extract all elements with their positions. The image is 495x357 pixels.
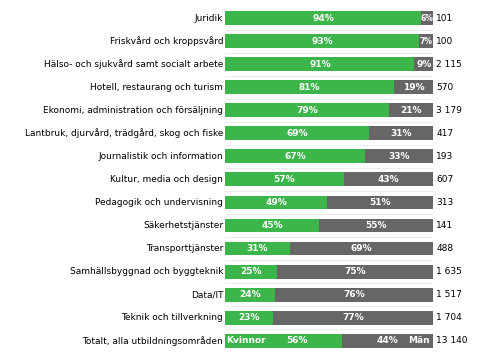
Text: 607: 607	[436, 175, 453, 184]
Text: 1 635: 1 635	[436, 267, 462, 276]
Text: 313: 313	[436, 198, 453, 207]
Text: Ekonomi, administration och försäljning: Ekonomi, administration och försäljning	[43, 106, 223, 115]
Text: Hotell, restaurang och turism: Hotell, restaurang och turism	[90, 83, 223, 92]
Bar	[225, 265, 277, 278]
Bar	[225, 288, 275, 302]
Text: Kultur, media och design: Kultur, media och design	[110, 175, 223, 184]
Text: 69%: 69%	[286, 129, 308, 138]
Text: 45%: 45%	[261, 221, 283, 230]
Text: Lantbruk, djurvård, trädgård, skog och fiske: Lantbruk, djurvård, trädgård, skog och f…	[25, 129, 223, 138]
Text: 67%: 67%	[284, 152, 306, 161]
Text: 193: 193	[436, 152, 453, 161]
Bar	[225, 150, 364, 163]
Bar	[342, 334, 433, 348]
Text: 49%: 49%	[265, 198, 287, 207]
Text: 56%: 56%	[287, 336, 308, 345]
Bar	[273, 311, 433, 325]
Text: Kvinnor: Kvinnor	[226, 336, 266, 345]
Text: 94%: 94%	[312, 14, 334, 22]
Bar	[327, 196, 433, 209]
Text: Hälso- och sjukvård samt socialt arbete: Hälso- och sjukvård samt socialt arbete	[44, 59, 223, 69]
Bar	[344, 172, 433, 186]
Text: Teknik och tillverkning: Teknik och tillverkning	[121, 313, 223, 322]
Text: 91%: 91%	[309, 60, 331, 69]
Text: 76%: 76%	[344, 290, 365, 299]
Bar	[414, 57, 433, 71]
Text: 7%: 7%	[419, 36, 432, 46]
Text: 77%: 77%	[342, 313, 364, 322]
Text: 1 704: 1 704	[436, 313, 462, 322]
Text: 93%: 93%	[311, 36, 333, 46]
Text: Totalt, alla utbildningsområden: Totalt, alla utbildningsområden	[82, 336, 223, 346]
Text: 55%: 55%	[365, 221, 387, 230]
Text: 81%: 81%	[298, 83, 320, 92]
Bar	[364, 150, 433, 163]
Bar	[225, 334, 342, 348]
Text: 57%: 57%	[274, 175, 296, 184]
Text: Säkerhetstjänster: Säkerhetstjänster	[143, 221, 223, 230]
Text: 488: 488	[436, 244, 453, 253]
Text: 2 115: 2 115	[436, 60, 462, 69]
Bar	[277, 265, 433, 278]
Bar	[421, 11, 433, 25]
Bar	[319, 218, 433, 232]
Bar	[290, 242, 433, 256]
Bar	[225, 57, 414, 71]
Text: 1 517: 1 517	[436, 290, 462, 299]
Bar	[225, 196, 327, 209]
Text: 75%: 75%	[345, 267, 366, 276]
Bar	[275, 288, 433, 302]
Text: Samhällsbyggnad och byggteknik: Samhällsbyggnad och byggteknik	[70, 267, 223, 276]
Bar	[225, 126, 369, 140]
Bar	[225, 172, 344, 186]
Text: Data/IT: Data/IT	[191, 290, 223, 299]
Text: 141: 141	[436, 221, 453, 230]
Text: 25%: 25%	[241, 267, 262, 276]
Text: 31%: 31%	[390, 129, 412, 138]
Text: 100: 100	[436, 36, 453, 46]
Text: 33%: 33%	[388, 152, 409, 161]
Text: 19%: 19%	[402, 83, 424, 92]
Text: Transporttjänster: Transporttjänster	[146, 244, 223, 253]
Text: Friskvård och kroppsvård: Friskvård och kroppsvård	[109, 36, 223, 46]
Bar	[394, 80, 433, 94]
Bar	[225, 311, 273, 325]
Bar	[225, 34, 419, 48]
Text: 69%: 69%	[350, 244, 372, 253]
Text: Män: Män	[408, 336, 430, 345]
Text: 9%: 9%	[416, 60, 432, 69]
Text: Journalistik och information: Journalistik och information	[99, 152, 223, 161]
Text: 79%: 79%	[297, 106, 318, 115]
Text: 570: 570	[436, 83, 453, 92]
Text: 21%: 21%	[400, 106, 422, 115]
Text: 44%: 44%	[377, 336, 398, 345]
Bar	[225, 80, 394, 94]
Text: 31%: 31%	[247, 244, 268, 253]
Text: 3 179: 3 179	[436, 106, 462, 115]
Text: 417: 417	[436, 129, 453, 138]
Text: 6%: 6%	[420, 14, 433, 22]
Text: 23%: 23%	[239, 313, 260, 322]
Bar	[225, 11, 421, 25]
Text: Pedagogik och undervisning: Pedagogik och undervisning	[95, 198, 223, 207]
Text: 101: 101	[436, 14, 453, 22]
Text: Juridik: Juridik	[195, 14, 223, 22]
Text: 43%: 43%	[378, 175, 399, 184]
Bar	[390, 103, 433, 117]
Bar	[225, 242, 290, 256]
Bar	[419, 34, 433, 48]
Bar	[225, 103, 390, 117]
Text: 51%: 51%	[369, 198, 391, 207]
Bar	[369, 126, 433, 140]
Text: 13 140: 13 140	[436, 336, 468, 345]
Text: 24%: 24%	[240, 290, 261, 299]
Bar	[225, 218, 319, 232]
